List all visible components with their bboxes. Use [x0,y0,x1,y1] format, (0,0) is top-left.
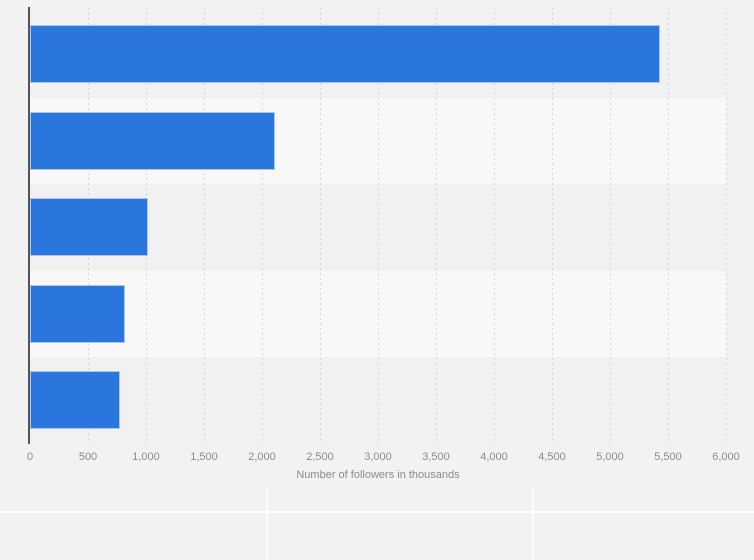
footer-divider-horizontal [0,511,754,513]
gridline [610,8,611,444]
x-tick-label: 1,500 [190,451,218,463]
y-axis-line [28,7,30,444]
x-tick-label: 3,500 [422,451,450,463]
gridline [668,8,669,444]
gridline [262,8,263,444]
x-tick-label: 4,500 [538,451,566,463]
x-axis-title: Number of followers in thousands [296,469,460,481]
x-tick-label: 1,000 [132,451,160,463]
bar[interactable] [30,198,149,257]
x-tick-label: 5,000 [596,451,624,463]
x-tick-label: 5,500 [654,451,682,463]
x-tick-label: 500 [78,451,98,463]
gridline [436,8,437,444]
footer-divider-vertical-right [532,489,534,560]
bar[interactable] [30,111,276,170]
x-tick-label: 3,000 [364,451,392,463]
x-tick-label: 4,000 [480,451,508,463]
footer-divider-vertical-left [266,489,268,560]
gridline [726,8,727,444]
x-tick-label: 0 [26,451,34,463]
x-tick-label: 2,500 [306,451,334,463]
gridline [494,8,495,444]
bar-chart-plot-area: 0 500 1,000 1,500 2,000 2,500 3,000 3,500 4,000 4… [26,7,740,481]
gridline [204,8,205,444]
gridline [378,8,379,444]
bar[interactable] [30,25,660,84]
bar[interactable] [30,284,126,343]
bar[interactable] [30,371,120,430]
x-tick-label: 2,000 [248,451,276,463]
gridline [320,8,321,444]
x-tick-label: 6,000 [712,451,740,463]
gridline [552,8,553,444]
